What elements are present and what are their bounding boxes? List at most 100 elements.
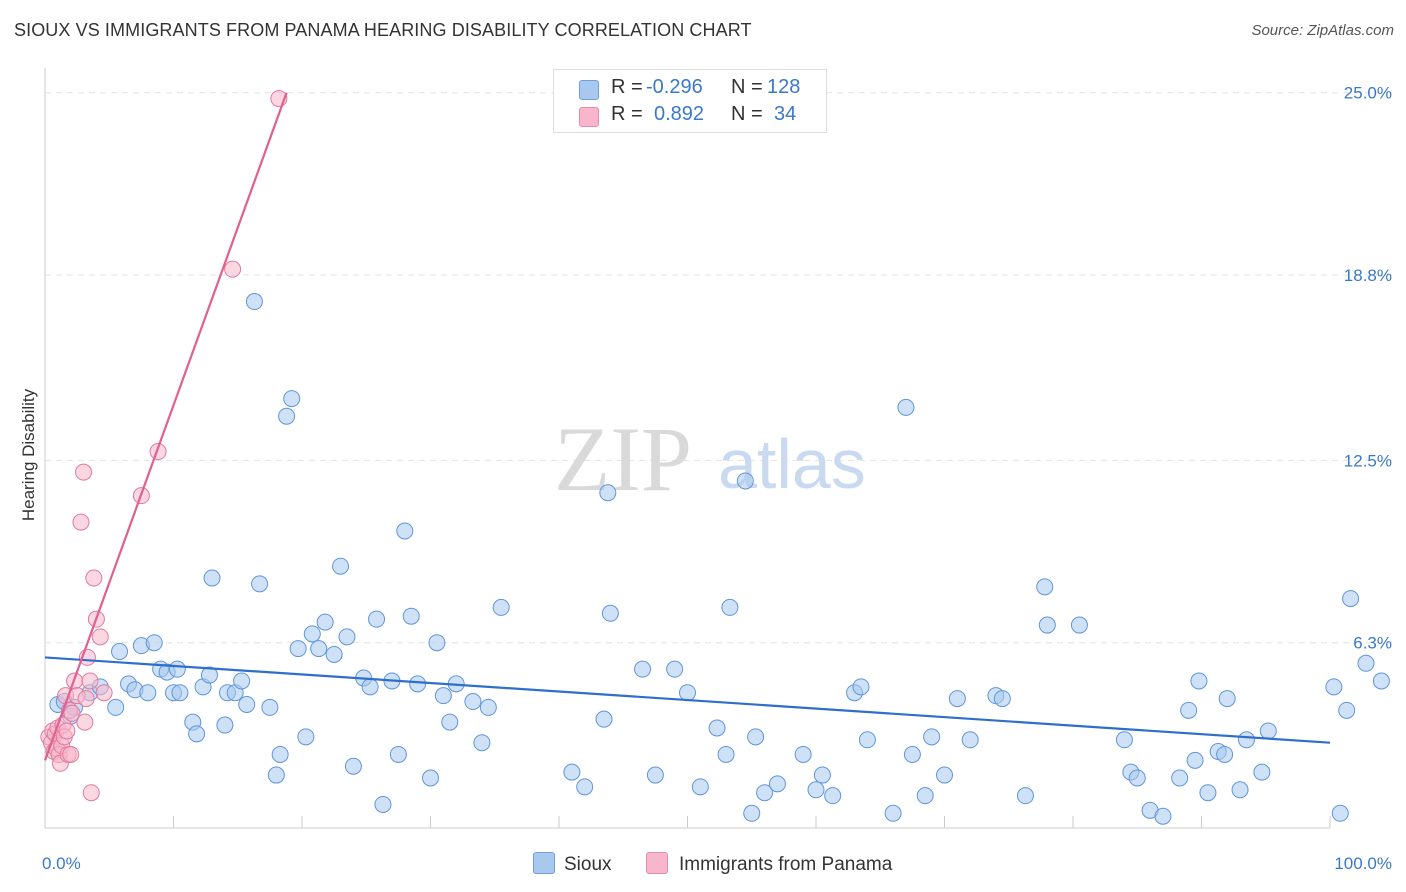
data-point (563, 763, 581, 781)
data-point (1199, 784, 1217, 802)
data-point (1186, 751, 1204, 769)
data-point (75, 463, 93, 481)
data-point (267, 766, 285, 784)
data-point (1216, 745, 1234, 763)
data-point (1036, 578, 1054, 596)
data-point (916, 787, 934, 805)
stats-row-sioux: R = -0.296 N = 128 (554, 76, 826, 102)
data-point (858, 731, 876, 749)
data-point (993, 690, 1011, 708)
data-point (634, 660, 652, 678)
data-point (679, 684, 696, 702)
stats-r-label: R = (611, 76, 643, 98)
data-point (897, 398, 915, 416)
data-point (1154, 807, 1172, 825)
stats-swatch-sioux (579, 80, 599, 100)
data-point (72, 513, 90, 531)
data-point (374, 795, 392, 813)
legend-label-panama: Immigrants from Panama (679, 854, 893, 875)
data-point (1128, 769, 1146, 787)
y-axis-label: Hearing Disability (19, 388, 38, 521)
data-point (95, 684, 113, 702)
data-point (768, 775, 786, 793)
data-point (76, 713, 94, 731)
data-point (1231, 781, 1249, 799)
data-point (168, 660, 186, 678)
data-point (171, 684, 189, 702)
data-point (601, 604, 619, 622)
data-point (794, 745, 812, 763)
data-point (736, 472, 754, 490)
data-point (62, 745, 80, 763)
data-point (813, 766, 831, 784)
stats-n-label: N = (731, 103, 763, 125)
data-point (107, 698, 125, 716)
trend-line-panama (43, 92, 288, 761)
data-point (1253, 763, 1271, 781)
stats-r-value: -0.296 (646, 76, 703, 98)
data-point (434, 687, 452, 705)
stats-r-value: 0.892 (654, 103, 705, 125)
data-point (316, 613, 334, 631)
data-point (238, 695, 256, 713)
data-point (1357, 654, 1375, 672)
data-point (1115, 731, 1133, 749)
data-point (756, 784, 774, 802)
stats-n-label: N = (731, 76, 763, 98)
data-point (595, 710, 613, 728)
data-point (948, 690, 966, 708)
grid-lines (45, 92, 1392, 644)
data-point (261, 698, 279, 716)
data-point (216, 716, 234, 734)
data-point (1171, 769, 1189, 787)
stats-n-value: 34 (774, 103, 797, 125)
data-point (961, 731, 979, 749)
data-point (923, 728, 941, 746)
data-point (428, 634, 446, 652)
data-point (63, 704, 81, 722)
data-point (824, 787, 842, 805)
watermark-atlas: atlas (718, 425, 866, 503)
data-point (1338, 701, 1356, 719)
y-tick-label: 6.3% (1353, 634, 1392, 653)
data-point (464, 693, 482, 711)
watermark-zip: ZIP (554, 408, 692, 510)
data-point (271, 745, 289, 763)
data-point (1180, 701, 1198, 719)
data-point (1259, 722, 1277, 740)
data-point (1070, 616, 1088, 634)
data-point (139, 684, 157, 702)
data-point (666, 660, 684, 678)
data-point (85, 569, 103, 587)
data-point (646, 766, 664, 784)
data-point (289, 640, 307, 658)
data-point (82, 784, 100, 802)
trend-line-sioux (44, 656, 1331, 744)
data-point (81, 672, 99, 690)
data-point (717, 745, 735, 763)
data-point (361, 678, 379, 696)
legend-swatch-sioux (533, 852, 555, 874)
data-point (903, 745, 921, 763)
data-point (1190, 672, 1208, 690)
data-point (1325, 678, 1343, 696)
data-point (200, 666, 218, 684)
y-tick-label: 18.8% (1344, 266, 1392, 285)
data-point (422, 769, 439, 787)
data-point (278, 407, 296, 425)
data-point (188, 725, 206, 743)
series-sioux (49, 293, 1390, 825)
y-tick-label: 12.5% (1344, 451, 1392, 470)
data-point (852, 678, 870, 696)
data-point (747, 728, 765, 746)
data-point (936, 766, 953, 784)
stats-n-value: 128 (767, 76, 801, 98)
data-point (338, 628, 356, 646)
data-point (310, 640, 328, 658)
data-point (233, 672, 251, 690)
x-tick-label: 0.0% (42, 854, 81, 873)
data-point (1331, 804, 1349, 822)
tick-labels: 6.3% 12.5% 18.8% 25.0% 0.0% 100.0% (42, 84, 1392, 873)
chart-title: SIOUX VS IMMIGRANTS FROM PANAMA HEARING … (14, 20, 752, 40)
